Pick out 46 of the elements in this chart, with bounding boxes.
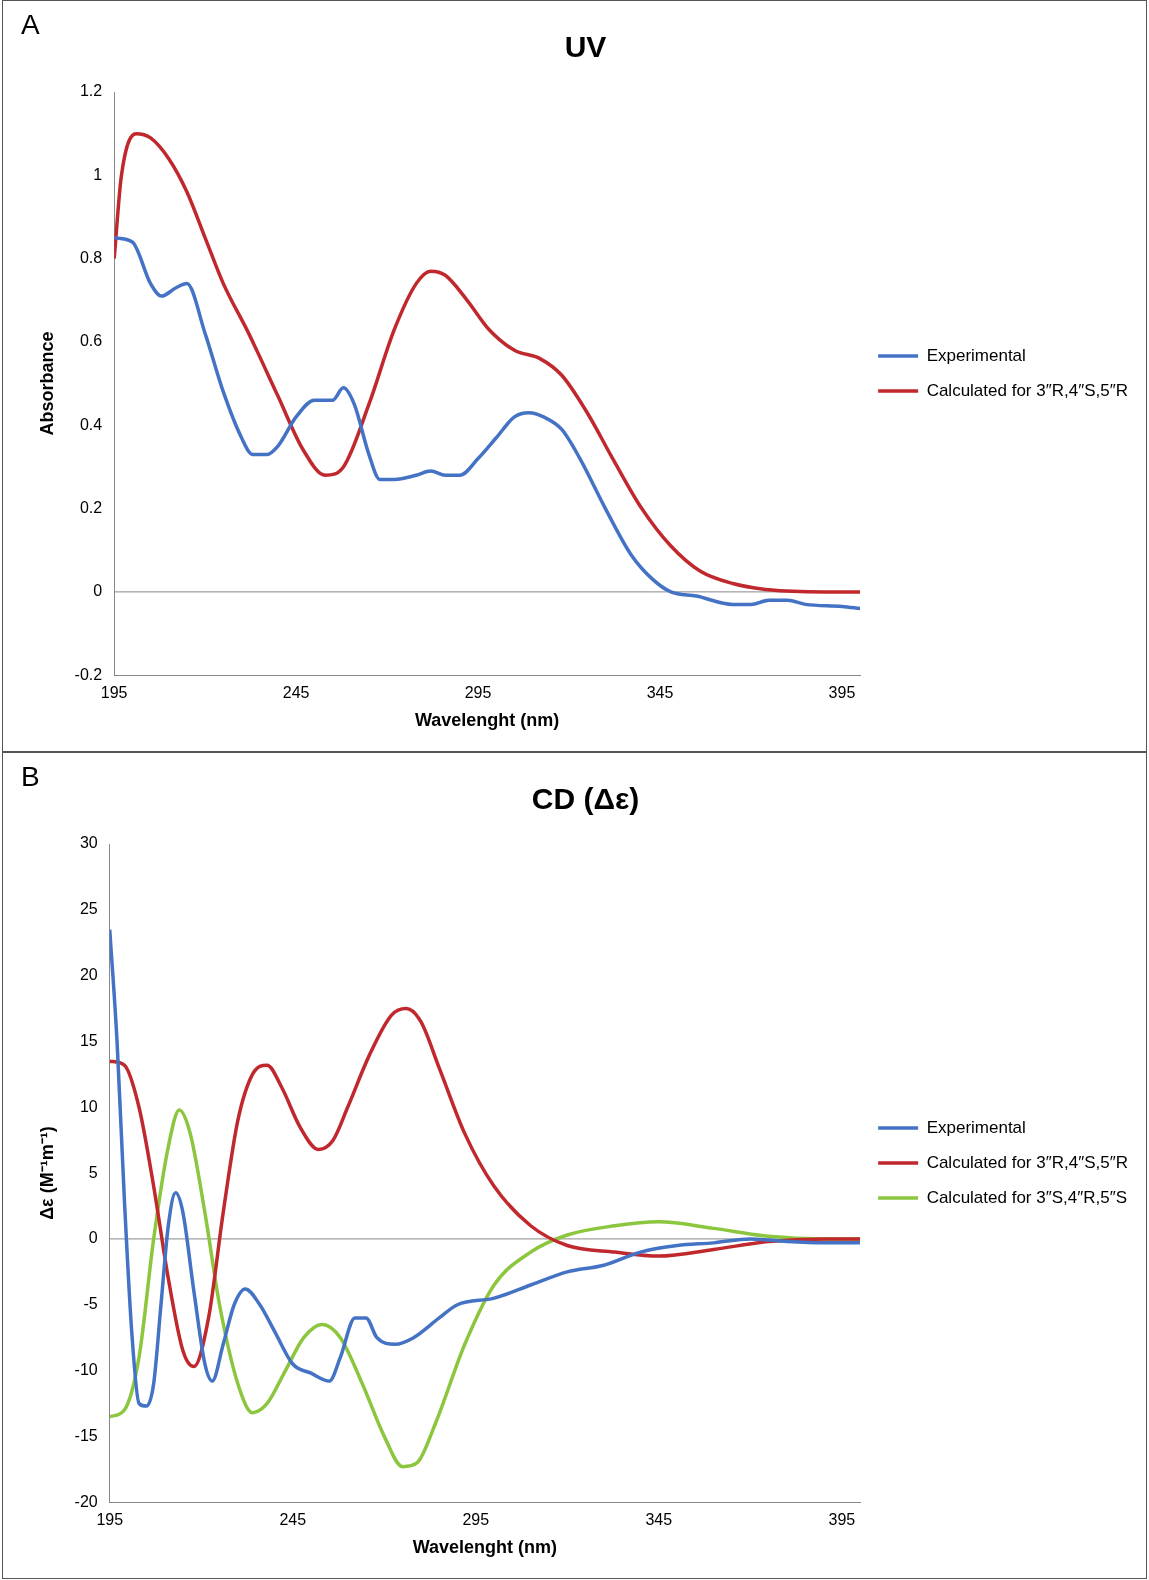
legend-label: Calculated for 3″R,4″S,5″R: [926, 380, 1129, 400]
y-tick-label: 25: [79, 900, 98, 918]
line-series: [109, 927, 861, 1408]
x-tick-label: 345: [646, 684, 674, 702]
x-tick-label: 195: [100, 684, 128, 702]
legend-label: Calculated for 3″R,4″S,5″R: [926, 1152, 1129, 1172]
y-tick-label: -0.2: [74, 665, 103, 683]
x-tick-label: 395: [828, 684, 856, 702]
y-axis-title: Absorbance: [36, 331, 57, 436]
y-axis-title: Δε (M⁻¹m⁻¹): [36, 1126, 57, 1220]
legend-label: Calculated for 3″S,4″R,5″S: [926, 1187, 1128, 1207]
text: B: [21, 761, 40, 793]
y-tick-label: 20: [79, 966, 98, 984]
chart-title: UV: [564, 30, 607, 64]
x-tick-label: 245: [279, 1511, 307, 1529]
y-tick-label: 0: [88, 1229, 98, 1247]
y-tick-label: 1: [93, 165, 103, 183]
y-tick-label: 0.2: [79, 498, 103, 516]
x-tick-label: 395: [828, 1511, 856, 1529]
y-tick-label: 5: [88, 1163, 98, 1181]
chart-title: CD (Δε): [531, 782, 640, 816]
x-tick-label: 345: [645, 1511, 673, 1529]
y-tick-label: -5: [83, 1295, 98, 1313]
y-tick-label: 10: [79, 1097, 98, 1115]
x-tick-label: 195: [96, 1511, 124, 1529]
x-tick-label: 295: [462, 1511, 490, 1529]
text: A: [21, 9, 40, 41]
line-series: [114, 236, 861, 611]
y-tick-label: 0.8: [79, 249, 103, 267]
y-tick-label: 15: [79, 1031, 98, 1049]
y-tick-label: -10: [74, 1360, 98, 1378]
legend-label: Experimental: [926, 1117, 1026, 1137]
y-tick-label: -15: [74, 1426, 98, 1444]
x-axis-title: Wavelenght (nm): [412, 1537, 558, 1558]
y-tick-label: 30: [79, 834, 98, 852]
x-tick-label: 245: [282, 684, 310, 702]
line-series: [114, 131, 861, 594]
line-series: [109, 1006, 861, 1369]
x-axis-title: Wavelenght (nm): [414, 710, 560, 731]
legend-label: Experimental: [926, 345, 1026, 365]
y-tick-label: 0.4: [79, 415, 103, 433]
y-tick-label: 0.6: [79, 332, 103, 350]
y-tick-label: 1.2: [79, 82, 103, 100]
y-tick-label: 0: [93, 582, 103, 600]
x-tick-label: 295: [464, 684, 492, 702]
y-tick-label: -20: [74, 1492, 98, 1510]
